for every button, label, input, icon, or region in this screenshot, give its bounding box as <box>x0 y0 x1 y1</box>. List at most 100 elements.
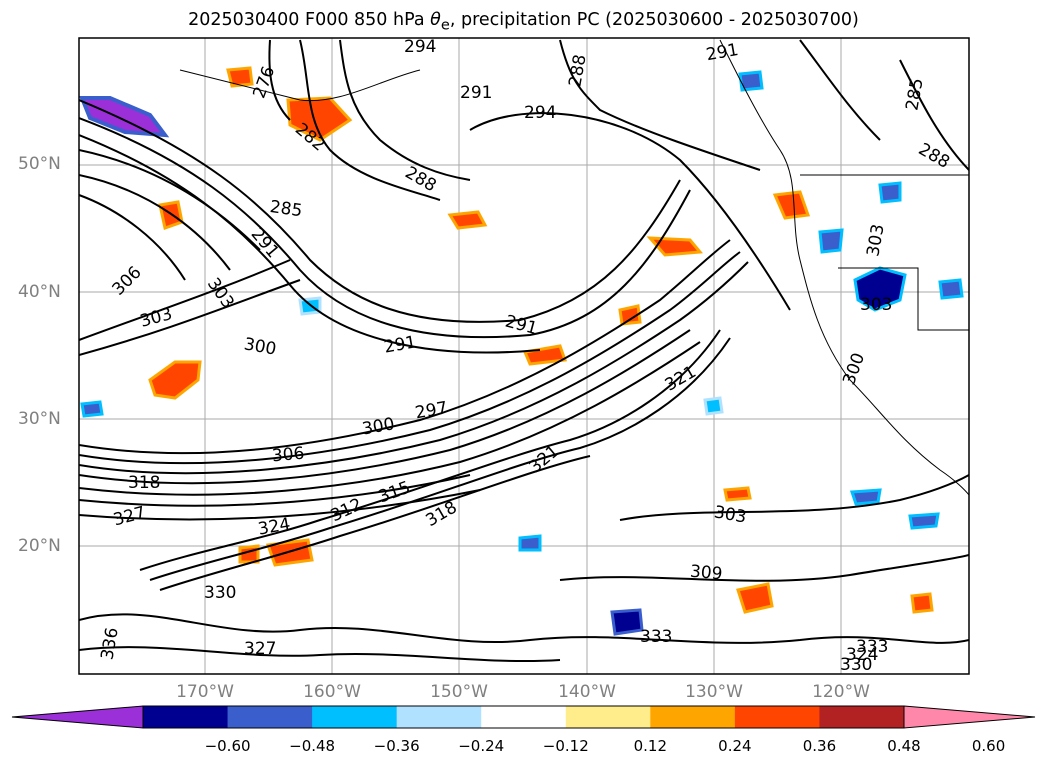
contour-line <box>79 613 969 644</box>
contour-label: 324 <box>846 645 878 665</box>
lon-label-170w: 170°W <box>176 682 234 702</box>
contour-line <box>79 474 471 507</box>
contour-label: 303 <box>860 295 892 315</box>
map-title: 2025030400 F000 850 hPa θe, precipitatio… <box>188 10 859 34</box>
colorbar-cell <box>734 706 820 728</box>
colorbar-cell <box>819 706 905 728</box>
precip-patch-negative <box>818 228 844 254</box>
lon-label-130w: 130°W <box>685 682 743 702</box>
contour-label: 333 <box>640 627 672 647</box>
precip-patch-negative <box>79 96 170 138</box>
colorbar-tick-label: −0.12 <box>542 737 589 755</box>
contour-line <box>339 39 471 181</box>
lon-label-120w: 120°W <box>812 682 870 702</box>
contour-label: 294 <box>404 37 436 57</box>
lat-label-50n: 50°N <box>18 154 61 174</box>
border-line <box>838 267 969 331</box>
contour-label: 330 <box>204 583 236 603</box>
colorbar-tick-label: 0.48 <box>887 737 921 755</box>
contour-line <box>799 39 881 141</box>
precip-patch-negative <box>703 396 724 416</box>
precip-patch-negative <box>849 488 882 506</box>
contour-line <box>79 261 749 475</box>
lon-label-160w: 160°W <box>303 682 361 702</box>
colorbar-cell <box>143 706 229 728</box>
contour-line <box>79 489 481 521</box>
contour-line <box>559 554 969 582</box>
contour-label: 309 <box>689 562 723 585</box>
colorbar-extend-high <box>903 705 1036 729</box>
precip-patch-positive <box>772 190 811 220</box>
contour-line <box>79 194 186 281</box>
colorbar <box>11 705 1036 729</box>
colorbar-outline <box>142 705 905 729</box>
colorbar-cell <box>396 706 482 728</box>
contour-line <box>79 646 561 663</box>
colorbar-cells <box>143 706 905 728</box>
contour-label: 306 <box>271 444 305 467</box>
contour-line <box>559 39 761 171</box>
contour-line <box>79 117 691 339</box>
contour-line <box>79 279 301 356</box>
colorbar-tick-label: 0.60 <box>971 737 1006 755</box>
contour-label: 318 <box>128 473 160 493</box>
colorbar-tick-label: 0.24 <box>718 737 752 755</box>
contour-line <box>79 239 731 455</box>
precip-patch-positive <box>618 304 642 326</box>
precip-patch-positive <box>723 486 752 502</box>
colorbar-cell <box>650 706 736 728</box>
contour-line <box>268 39 291 121</box>
precip-patch-positive <box>646 236 703 257</box>
colorbar-tick-label: 0.12 <box>633 737 668 755</box>
contour-line <box>79 134 541 354</box>
contour-line <box>469 112 791 311</box>
map-frame <box>78 37 970 675</box>
colorbar-cell <box>227 706 313 728</box>
colorbar-tick-label: 0.36 <box>802 737 837 755</box>
contour-label: 330 <box>840 655 872 675</box>
contour-label: 285 <box>269 197 304 221</box>
coastline <box>179 69 421 102</box>
contour-line <box>79 99 681 323</box>
contour-line <box>79 174 231 271</box>
precip-patch-negative <box>518 534 542 552</box>
map-background <box>79 38 969 674</box>
contour-line <box>619 474 969 521</box>
lon-label-140w: 140°W <box>558 682 616 702</box>
contour-label: 291 <box>460 83 492 103</box>
contour-line <box>79 259 291 341</box>
colorbar-tick-label: −0.60 <box>204 737 251 755</box>
contour-line <box>159 455 591 591</box>
contour-line <box>79 251 741 465</box>
colorbar-tick-label: −0.36 <box>373 737 420 755</box>
contour-label: 294 <box>524 103 556 123</box>
lat-label-40n: 40°N <box>18 282 61 302</box>
contour-line <box>299 39 441 201</box>
precip-patch-positive <box>286 96 353 142</box>
colorbar-tick-label: −0.48 <box>289 737 336 755</box>
precip-patch-negative <box>938 278 964 300</box>
precip-patch-negative <box>878 181 902 204</box>
contour-line <box>139 329 721 571</box>
lat-label-30n: 30°N <box>18 409 61 429</box>
colorbar-tick-label: −0.24 <box>458 737 505 755</box>
contour-line <box>79 329 691 485</box>
precip-patch-negative <box>610 608 644 636</box>
coastlines <box>179 39 969 496</box>
contour-line <box>899 59 969 171</box>
colorbar-cell <box>312 706 398 728</box>
precip-patch-positive <box>447 210 488 230</box>
contour-label: 327 <box>244 639 276 659</box>
contour-line <box>79 341 701 496</box>
contour-label: 333 <box>856 637 888 657</box>
colorbar-cell <box>481 706 567 728</box>
colorbar-cell <box>565 706 651 728</box>
precip-patch-positive <box>148 360 202 400</box>
colorbar-extend-low <box>11 705 144 729</box>
precip-patches <box>79 66 964 636</box>
contour-line <box>79 149 261 251</box>
lon-label-150w: 150°W <box>430 682 488 702</box>
precip-patch-negative <box>908 512 940 530</box>
precip-patch-negative <box>80 400 104 418</box>
